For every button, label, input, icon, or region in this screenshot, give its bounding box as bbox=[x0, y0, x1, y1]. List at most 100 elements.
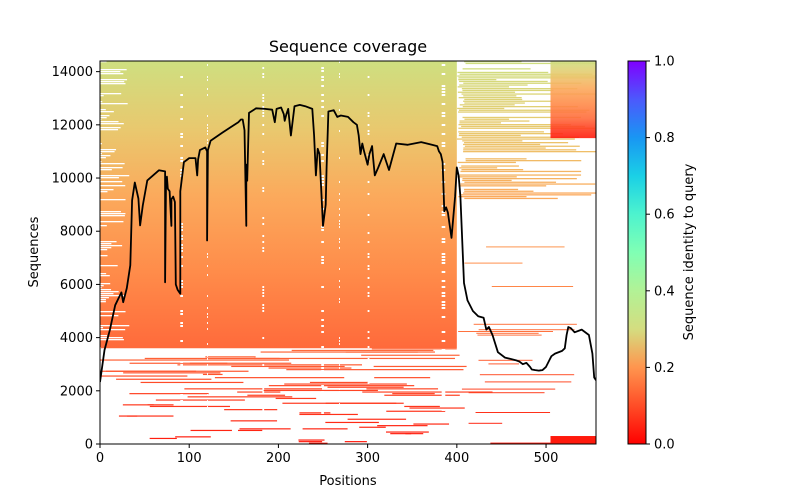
heatmap-gap bbox=[339, 247, 340, 249]
heatmap-row bbox=[458, 77, 596, 79]
heatmap-gap bbox=[180, 172, 183, 174]
heatmap-row bbox=[214, 377, 345, 379]
heatmap-row bbox=[298, 439, 325, 441]
heatmap-row bbox=[478, 329, 575, 331]
heatmap-gap bbox=[339, 391, 340, 393]
heatmap-gap bbox=[180, 157, 183, 159]
heatmap-row bbox=[144, 357, 280, 360]
heatmap-row bbox=[459, 122, 502, 124]
heatmap-row bbox=[116, 378, 212, 380]
heatmap-gap bbox=[367, 337, 370, 339]
heatmap-row bbox=[347, 418, 407, 420]
heatmap-gap bbox=[321, 115, 324, 117]
heatmap-gap bbox=[367, 112, 370, 114]
heatmap-gap bbox=[207, 265, 208, 267]
heatmap-gap bbox=[100, 191, 108, 193]
heatmap-row bbox=[463, 147, 546, 149]
heatmap-gap bbox=[321, 256, 324, 258]
heatmap-row bbox=[459, 73, 593, 75]
heatmap-gap bbox=[441, 286, 446, 288]
heatmap-gap bbox=[100, 291, 119, 293]
heatmap-gap bbox=[100, 153, 102, 155]
heatmap-row bbox=[237, 391, 281, 393]
heatmap-gap bbox=[100, 247, 112, 249]
heatmap-gap bbox=[100, 241, 117, 243]
heatmap-gap bbox=[339, 193, 340, 195]
heatmap-row bbox=[177, 364, 362, 366]
heatmap-row bbox=[302, 428, 348, 430]
heatmap-gap bbox=[441, 103, 446, 105]
heatmap-gap bbox=[262, 67, 265, 69]
heatmap-gap bbox=[100, 335, 108, 337]
heatmap-row bbox=[327, 386, 404, 388]
heatmap-gap bbox=[441, 226, 446, 228]
heatmap-row bbox=[461, 169, 524, 171]
heatmap-row bbox=[260, 351, 435, 353]
heatmap-gap bbox=[207, 409, 208, 411]
heatmap-row bbox=[404, 405, 440, 408]
heatmap-row bbox=[464, 142, 569, 144]
heatmap-gap bbox=[262, 409, 265, 411]
heatmap-gap bbox=[207, 127, 208, 129]
heatmap-gap bbox=[100, 151, 115, 153]
heatmap-row bbox=[457, 71, 549, 74]
heatmap-gap bbox=[180, 361, 183, 363]
heatmap-gap bbox=[100, 337, 123, 339]
heatmap-row bbox=[465, 158, 527, 160]
heatmap-row bbox=[325, 421, 379, 424]
heatmap-row bbox=[457, 107, 505, 110]
heatmap-row bbox=[129, 362, 228, 364]
heatmap-gap bbox=[207, 94, 208, 96]
heatmap-gap bbox=[321, 370, 324, 372]
heatmap-gap bbox=[367, 130, 370, 132]
heatmap-row bbox=[462, 89, 554, 92]
heatmap-gap bbox=[367, 256, 370, 258]
heatmap-row bbox=[308, 442, 328, 444]
colorbar-tick-label: 0.6 bbox=[654, 208, 675, 223]
heatmap-row bbox=[465, 160, 582, 162]
heatmap-row bbox=[268, 367, 352, 369]
heatmap-row bbox=[361, 354, 460, 356]
heatmap-gap bbox=[262, 292, 265, 294]
heatmap-gap bbox=[339, 73, 340, 75]
heatmap-gap bbox=[207, 115, 208, 117]
heatmap-row bbox=[458, 134, 521, 137]
heatmap-gap bbox=[339, 214, 340, 216]
heatmap-row bbox=[458, 127, 595, 129]
heatmap-row bbox=[458, 109, 590, 111]
heatmap-row bbox=[456, 138, 575, 140]
heatmap-row bbox=[465, 62, 596, 65]
heatmap-gap bbox=[100, 129, 119, 131]
heatmap-row bbox=[462, 178, 577, 180]
heatmap-gap bbox=[339, 337, 340, 339]
heatmap-gap bbox=[441, 292, 446, 294]
heatmap-gap bbox=[441, 301, 446, 303]
heatmap-gap bbox=[100, 287, 102, 289]
heatmap-row bbox=[458, 79, 497, 81]
heatmap-gap bbox=[367, 214, 370, 216]
heatmap-gap bbox=[180, 394, 183, 396]
heatmap-gap bbox=[180, 355, 183, 357]
y-axis: 0 2000 4000 6000 8000 10000 12000 14000 bbox=[52, 65, 100, 453]
heatmap-gap bbox=[180, 391, 183, 393]
heatmap-gap bbox=[207, 385, 208, 387]
heatmap-gap bbox=[339, 208, 340, 210]
heatmap-gap bbox=[207, 355, 208, 357]
heatmap-gap bbox=[262, 250, 265, 252]
heatmap-gap bbox=[100, 149, 117, 151]
heatmap-gap bbox=[441, 361, 446, 363]
heatmap-gap bbox=[262, 304, 265, 306]
heatmap-row bbox=[463, 149, 577, 151]
heatmap-gap bbox=[367, 310, 370, 312]
heatmap-row bbox=[458, 111, 587, 113]
heatmap-row bbox=[464, 98, 523, 101]
heatmap-row bbox=[344, 441, 367, 443]
heatmap-gap bbox=[321, 226, 324, 228]
heatmap-gap bbox=[441, 124, 446, 126]
heatmap-block bbox=[550, 61, 596, 139]
heatmap-gap bbox=[321, 385, 324, 387]
heatmap-gap bbox=[100, 117, 107, 119]
heatmap-gap bbox=[100, 299, 106, 301]
heatmap-gap bbox=[100, 243, 112, 245]
heatmap-gap bbox=[441, 307, 446, 309]
